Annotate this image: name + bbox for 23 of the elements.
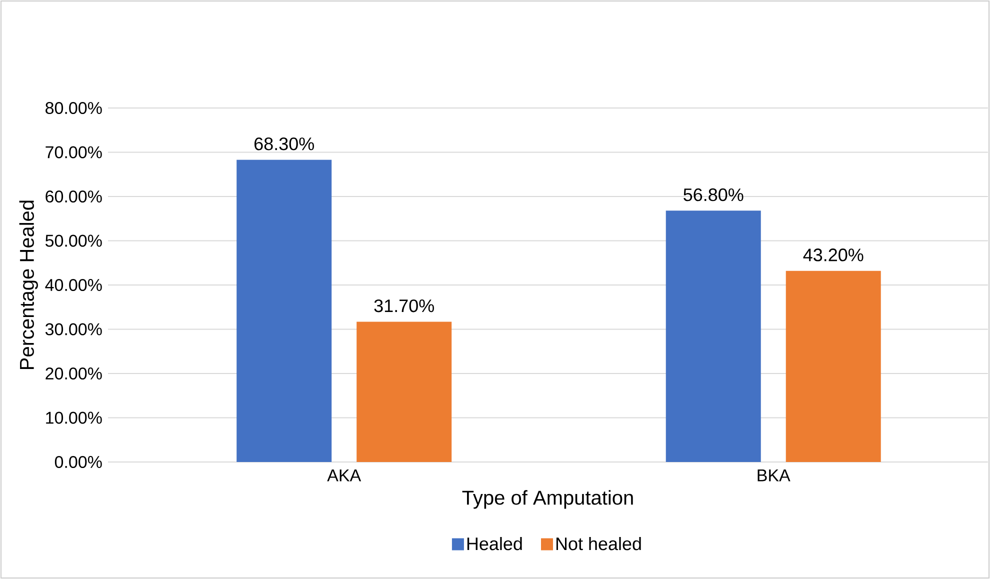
x-tick-label: AKA [327,470,362,482]
y-tick-label: 40.00% [45,278,102,292]
data-label: 31.70% [374,299,434,312]
y-axis-title: Percentage Healed [19,200,38,369]
y-tick-label: 30.00% [45,323,102,336]
bar [666,210,761,462]
data-label: 43.20% [803,248,864,262]
bar [236,160,332,462]
bar [356,322,452,462]
y-tick-label: 50.00% [45,234,102,247]
y-tick-label: 10.00% [46,412,102,424]
y-tick-label: 0.00% [54,456,102,468]
legend-label: Not healed [556,536,641,550]
x-tick-label: BKA [758,470,790,482]
data-label: 56.80% [684,188,744,202]
y-tick-label: 70.00% [46,146,102,158]
bar [786,270,881,462]
y-tick-label: 60.00% [46,190,102,203]
x-axis-title: Type of Amputation [462,490,633,509]
y-tick-label: 20.00% [46,367,102,380]
data-label: 68.30% [254,137,314,150]
y-tick-label: 80.00% [46,102,102,114]
legend-label: Healed [467,536,522,550]
